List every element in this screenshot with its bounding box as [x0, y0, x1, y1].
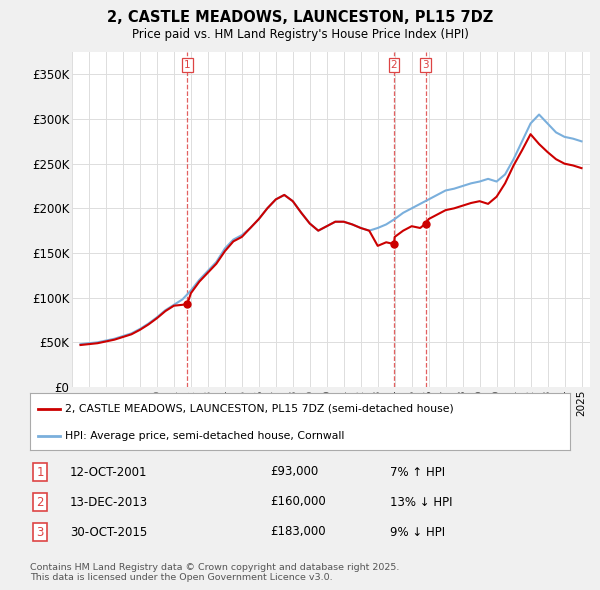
Text: 3: 3	[422, 60, 429, 70]
Text: Price paid vs. HM Land Registry's House Price Index (HPI): Price paid vs. HM Land Registry's House …	[131, 28, 469, 41]
Text: 1: 1	[184, 60, 191, 70]
Text: £160,000: £160,000	[270, 496, 326, 509]
Text: 9% ↓ HPI: 9% ↓ HPI	[390, 526, 445, 539]
Text: 12-OCT-2001: 12-OCT-2001	[70, 466, 148, 478]
Text: £93,000: £93,000	[270, 466, 318, 478]
Text: 2, CASTLE MEADOWS, LAUNCESTON, PL15 7DZ: 2, CASTLE MEADOWS, LAUNCESTON, PL15 7DZ	[107, 10, 493, 25]
Text: Contains HM Land Registry data © Crown copyright and database right 2025.
This d: Contains HM Land Registry data © Crown c…	[30, 563, 400, 582]
Text: HPI: Average price, semi-detached house, Cornwall: HPI: Average price, semi-detached house,…	[65, 431, 344, 441]
Text: 13% ↓ HPI: 13% ↓ HPI	[390, 496, 452, 509]
Text: 2: 2	[36, 496, 44, 509]
Text: 1: 1	[36, 466, 44, 478]
Text: £183,000: £183,000	[270, 526, 326, 539]
Text: 2, CASTLE MEADOWS, LAUNCESTON, PL15 7DZ (semi-detached house): 2, CASTLE MEADOWS, LAUNCESTON, PL15 7DZ …	[65, 404, 454, 414]
Text: 3: 3	[37, 526, 44, 539]
Text: 30-OCT-2015: 30-OCT-2015	[70, 526, 147, 539]
Text: 2: 2	[391, 60, 397, 70]
Text: 7% ↑ HPI: 7% ↑ HPI	[390, 466, 445, 478]
Text: 13-DEC-2013: 13-DEC-2013	[70, 496, 148, 509]
